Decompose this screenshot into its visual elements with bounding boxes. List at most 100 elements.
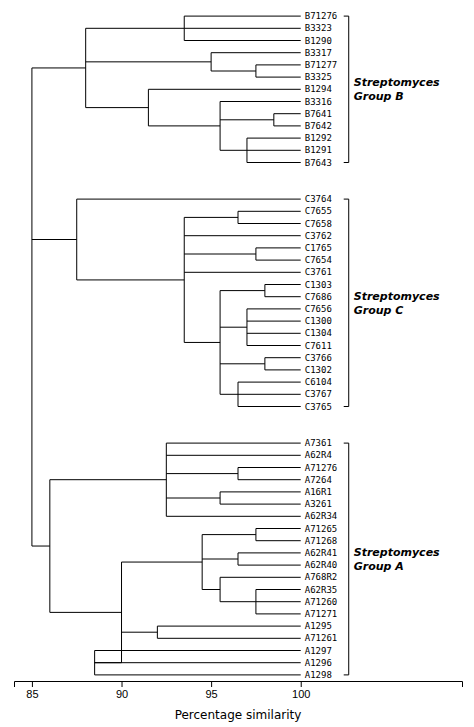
group-label: StreptomycesGroup A — [354, 546, 440, 573]
leaf-label: B3325 — [305, 72, 332, 82]
branch — [247, 308, 301, 309]
branch — [184, 342, 220, 343]
branch — [166, 455, 300, 456]
node-link — [31, 68, 32, 546]
node-link — [220, 577, 221, 601]
tick-mark — [301, 681, 302, 687]
node-link — [76, 199, 77, 280]
node-link — [166, 443, 167, 516]
node-link — [202, 535, 203, 590]
branch — [265, 369, 301, 370]
branch — [32, 546, 50, 547]
leaf-label: A7264 — [305, 475, 332, 485]
branch — [220, 327, 247, 328]
node-link — [157, 626, 158, 638]
branch — [256, 77, 301, 78]
branch — [238, 382, 301, 383]
branch — [122, 562, 203, 563]
leaf-label: A62R4 — [305, 450, 332, 460]
leaf-label: A1295 — [305, 621, 332, 631]
leaf-label: B3317 — [305, 48, 332, 58]
leaf-label: C1303 — [305, 280, 332, 290]
branch — [184, 254, 256, 255]
branch — [86, 28, 185, 29]
branch — [166, 516, 300, 517]
node-link — [238, 553, 239, 565]
leaf-label: A71265 — [305, 524, 338, 534]
leaf-label: B7642 — [305, 121, 332, 131]
branch — [166, 443, 300, 444]
branch — [256, 540, 301, 541]
leaf-label: C7656 — [305, 304, 332, 314]
leaf-label: B1292 — [305, 133, 332, 143]
bracket — [344, 16, 349, 162]
leaf-label: A71268 — [305, 536, 338, 546]
branch — [166, 498, 220, 499]
leaf-label: A1297 — [305, 646, 332, 656]
group-brackets: StreptomycesGroup BStreptomycesGroup CSt… — [344, 16, 440, 675]
node-link — [121, 562, 122, 663]
node-link — [49, 480, 50, 613]
branch — [220, 491, 301, 492]
branch — [184, 217, 238, 218]
leaf-label: B3323 — [305, 23, 332, 33]
branch — [184, 16, 300, 17]
leaf-label: C1765 — [305, 243, 332, 253]
leaf-labels: B71276B3323B1290B3317B71277B3325B1294B33… — [305, 11, 338, 680]
leaf-label: B1294 — [305, 84, 332, 94]
branch — [238, 406, 301, 407]
leaf-label: A71261 — [305, 633, 338, 643]
branch — [95, 650, 301, 651]
group-label: StreptomycesGroup C — [354, 290, 440, 317]
leaf-label: A71260 — [305, 597, 338, 607]
leaf-label: A62R41 — [305, 548, 338, 558]
leaf-label: B1291 — [305, 145, 332, 155]
leaf-label: A7361 — [305, 438, 332, 448]
chart: B71276B3323B1290B3317B71277B3325B1294B33… — [0, 0, 474, 727]
node-link — [184, 16, 185, 40]
branch — [202, 534, 256, 535]
leaf-label: C7686 — [305, 292, 332, 302]
leaf-label: A1298 — [305, 670, 332, 680]
branch — [238, 394, 301, 395]
branch — [166, 473, 238, 474]
branch — [184, 40, 300, 41]
leaf-label: C7655 — [305, 206, 332, 216]
tick-label: 85 — [26, 688, 38, 700]
leaf-label: A3261 — [305, 499, 332, 509]
node-link — [220, 291, 221, 395]
branch — [220, 119, 274, 120]
branch — [220, 577, 301, 578]
branch — [256, 589, 301, 590]
node-link — [246, 309, 247, 346]
leaf-label: A62R35 — [305, 585, 338, 595]
branch — [220, 101, 301, 102]
leaf-label: B3316 — [305, 97, 332, 107]
leaf-label: A71271 — [305, 609, 338, 619]
node-link — [264, 358, 265, 370]
leaf-label: C3766 — [305, 353, 332, 363]
dendrogram — [32, 16, 301, 675]
branch — [238, 211, 301, 212]
branch — [265, 284, 301, 285]
branch — [247, 345, 301, 346]
leaf-label: A768R2 — [305, 572, 338, 582]
branch — [247, 138, 301, 139]
node-link — [220, 492, 221, 504]
x-axis-title: Percentage similarity — [175, 708, 302, 722]
branch — [238, 552, 301, 553]
leaf-label: C7654 — [305, 255, 332, 265]
leaf-label: C3764 — [305, 194, 332, 204]
bracket — [344, 199, 349, 406]
node-link — [184, 217, 185, 342]
node-link — [255, 590, 256, 614]
leaf-label: A16R1 — [305, 487, 332, 497]
tick: 90 — [116, 681, 128, 700]
node-link — [255, 529, 256, 541]
branch — [220, 394, 238, 395]
leaf-label: B7641 — [305, 109, 332, 119]
tick-label: 95 — [205, 688, 217, 700]
branch — [211, 52, 301, 53]
node-link — [148, 89, 149, 126]
leaf-label: B7643 — [305, 158, 332, 168]
